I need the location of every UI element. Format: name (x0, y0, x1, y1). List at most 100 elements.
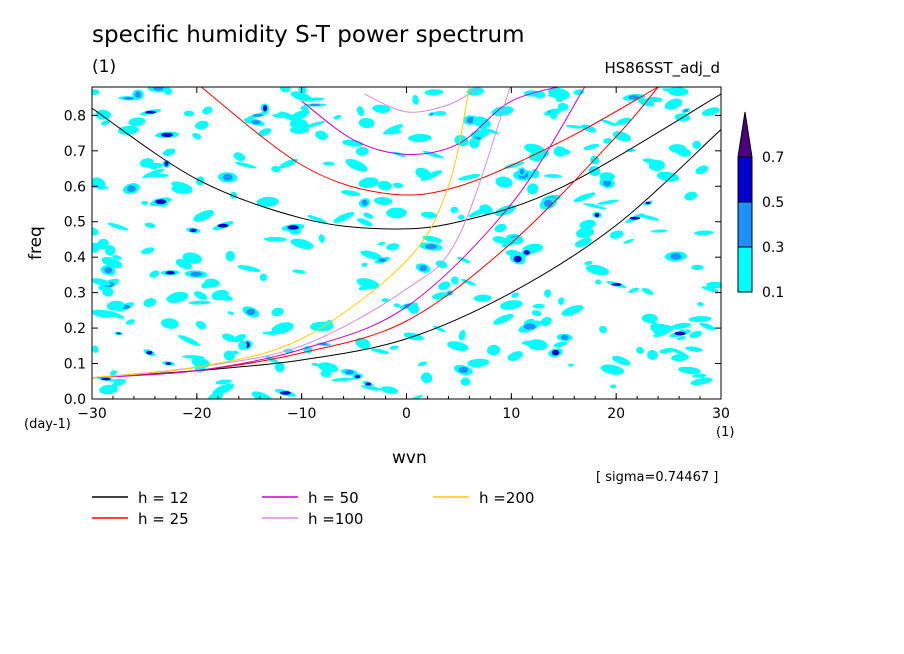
contour-patch-strong (252, 114, 264, 117)
contour-patch-strong (594, 212, 600, 218)
contour-patch-strong (116, 332, 121, 335)
contour-patch (195, 120, 209, 130)
contour-patch (641, 287, 654, 295)
y-tick-label: 0.6 (64, 179, 86, 195)
contour-patch (194, 291, 208, 300)
contour-patch (701, 107, 720, 116)
contour-patch (92, 89, 100, 96)
x-tick-label: 30 (712, 406, 730, 422)
x-tick-label: 0 (402, 406, 411, 422)
contour-patch (450, 206, 459, 214)
y-tick-label: 0.3 (64, 286, 86, 302)
contour-patch (386, 207, 407, 219)
contour-patch (609, 230, 624, 239)
contour-patch (460, 279, 476, 286)
contour-patch (623, 238, 635, 244)
contour-patch (192, 132, 202, 140)
contour-patch (691, 264, 704, 271)
contour-patch (101, 257, 123, 269)
contour-patch-strong (127, 185, 136, 193)
contour-patch (521, 340, 540, 346)
contour-patch (141, 200, 149, 206)
contour-patch (653, 332, 667, 337)
contour-patch (638, 214, 660, 221)
contour-patch (95, 109, 112, 120)
contour-patch (664, 98, 683, 110)
contour-patch (557, 103, 569, 111)
contour-patch (451, 276, 459, 285)
contour-patch (438, 281, 451, 290)
contour-patch-strong (365, 382, 372, 386)
contour-patch (237, 265, 261, 272)
contour-patch (422, 235, 443, 243)
y-tick-label: 0.2 (64, 321, 86, 337)
contour-patch (600, 119, 618, 126)
contour-patch (290, 238, 314, 250)
contour-patch (92, 345, 99, 353)
colorbar-extend-arrow (737, 111, 753, 158)
contour-patch (311, 362, 321, 367)
contour-patch (492, 236, 507, 244)
contour-patch-strong (361, 199, 368, 206)
contour-patch (584, 260, 593, 266)
contour-patch-strong (152, 87, 165, 91)
contour-patch-strong (161, 132, 174, 137)
contour-patch (595, 279, 602, 285)
contour-patch (494, 223, 507, 233)
contour-patch (315, 130, 328, 140)
contour-patch (333, 211, 355, 223)
contour-patch (392, 182, 404, 189)
contour-patch (106, 300, 125, 311)
contour-patch (458, 214, 465, 220)
contour-patch-strong (344, 370, 354, 375)
contour-patch-strong (354, 374, 361, 379)
contour-patch-strong (251, 120, 261, 125)
colorbar-label: 0.3 (762, 240, 784, 256)
contour-patch-strong (217, 223, 229, 228)
contour-patch (149, 270, 160, 278)
contour-patch (641, 313, 658, 323)
y-tick-label: 0.7 (64, 144, 86, 160)
contour-patch (647, 349, 658, 361)
contour-patch (642, 158, 661, 165)
contour-patch (259, 273, 268, 282)
contour-patch (229, 191, 238, 199)
contour-patch (361, 385, 381, 391)
contour-patch (583, 143, 600, 151)
contour-patch (549, 109, 558, 120)
contour-patch (143, 298, 157, 308)
contour-patch (433, 325, 446, 333)
contour-patch-strong (190, 271, 202, 277)
contour-patch (433, 111, 447, 116)
contour-patch (393, 303, 401, 308)
contour-patch (540, 316, 552, 326)
contour-patch (616, 117, 632, 126)
contour-patch (274, 361, 285, 373)
contour-patch (144, 222, 156, 228)
y-axis-unit: (day-1) (24, 417, 71, 432)
x-axis-label: wvn (392, 448, 427, 468)
contour-patch (600, 364, 625, 375)
contour-patch (263, 236, 288, 242)
contour-patch (495, 176, 513, 188)
contour-patch (504, 161, 525, 169)
contour-patch (544, 174, 563, 178)
contour-patch (500, 300, 523, 310)
colorbar-segment (737, 201, 753, 248)
contour-patch (646, 97, 663, 103)
contour-patch (92, 278, 111, 286)
contour-patch (599, 172, 615, 182)
contour-patch (307, 214, 328, 224)
dispersion-curve (200, 87, 659, 196)
dispersion-curves (92, 87, 721, 379)
contour-patch (567, 363, 574, 367)
contour-patch-strong (165, 270, 175, 275)
contour-patch (447, 341, 469, 351)
contour-patch (112, 255, 122, 260)
contour-patch (99, 384, 119, 395)
contour-patch-strong (429, 113, 434, 116)
y-tick-label: 0.8 (64, 108, 86, 124)
legend-label: h =200 (479, 489, 534, 507)
contour-patch (407, 304, 420, 314)
